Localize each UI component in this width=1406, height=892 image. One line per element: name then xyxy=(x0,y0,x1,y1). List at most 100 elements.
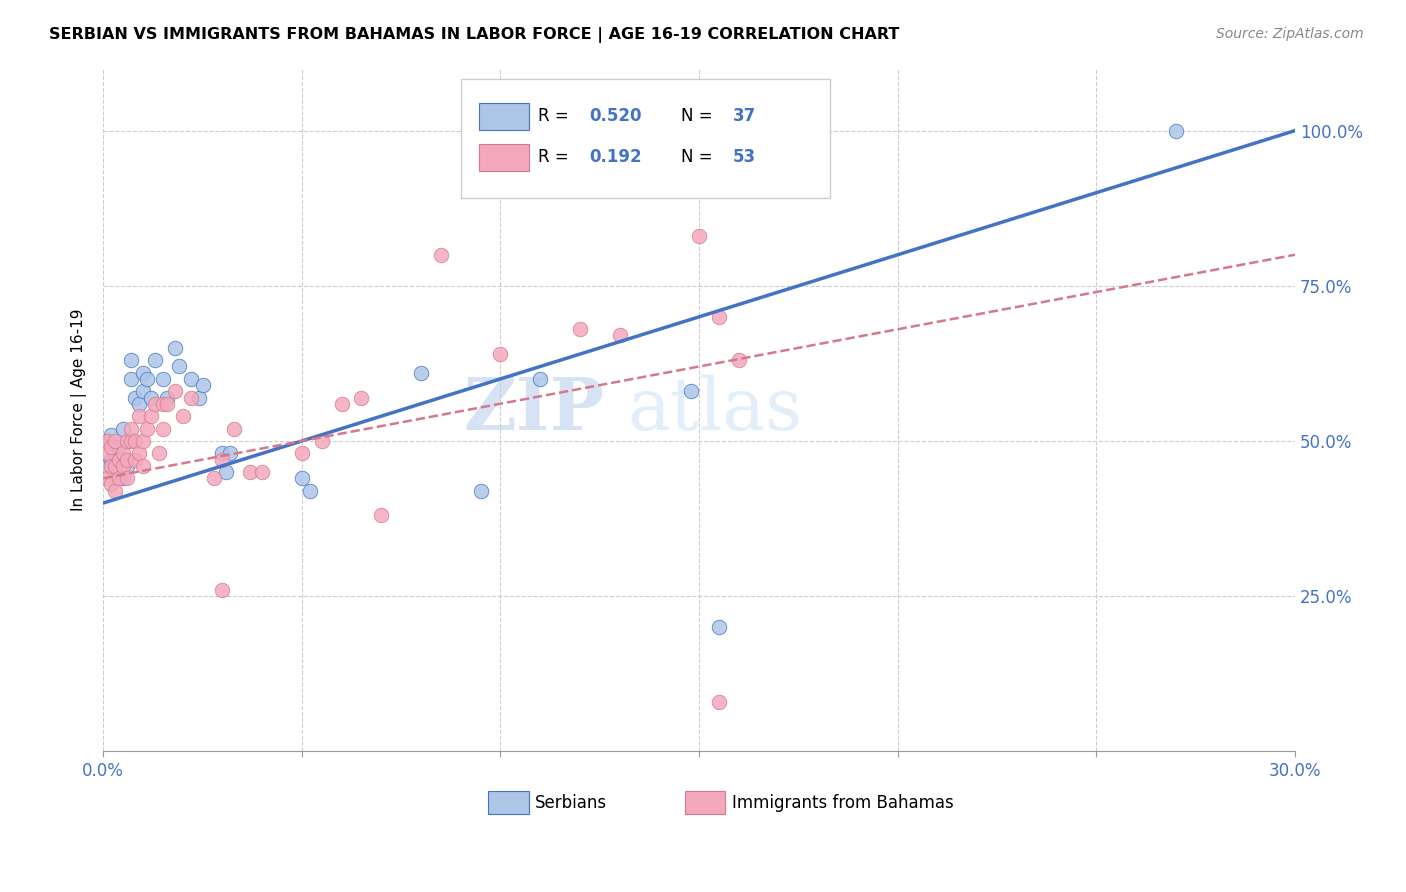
Point xyxy=(112,421,135,435)
Point xyxy=(211,452,233,467)
Point xyxy=(224,421,246,435)
Text: Serbians: Serbians xyxy=(534,794,607,812)
Point xyxy=(350,391,373,405)
Point xyxy=(96,458,118,473)
Text: R =: R = xyxy=(538,107,574,125)
Y-axis label: In Labor Force | Age 16-19: In Labor Force | Age 16-19 xyxy=(72,309,87,511)
Point xyxy=(104,434,127,448)
Point xyxy=(112,458,135,473)
Point xyxy=(291,446,314,460)
FancyBboxPatch shape xyxy=(478,103,529,130)
Point xyxy=(135,372,157,386)
Point xyxy=(152,397,174,411)
Text: N =: N = xyxy=(682,107,718,125)
Point xyxy=(120,372,142,386)
Point xyxy=(172,409,194,424)
Text: N =: N = xyxy=(682,148,718,166)
Point xyxy=(409,366,432,380)
FancyBboxPatch shape xyxy=(461,78,830,198)
Point xyxy=(180,372,202,386)
Text: atlas: atlas xyxy=(627,375,803,445)
Point xyxy=(1164,123,1187,137)
FancyBboxPatch shape xyxy=(685,791,725,814)
Point xyxy=(211,446,233,460)
Point xyxy=(104,458,127,473)
Point xyxy=(112,471,135,485)
Point xyxy=(132,434,155,448)
Point xyxy=(115,458,138,473)
Point xyxy=(143,353,166,368)
Point xyxy=(219,446,242,460)
Point xyxy=(132,384,155,399)
Point xyxy=(239,465,262,479)
Point xyxy=(108,440,131,454)
Text: 53: 53 xyxy=(733,148,755,166)
Point xyxy=(128,397,150,411)
Point xyxy=(120,353,142,368)
Point xyxy=(707,310,730,324)
Point xyxy=(120,434,142,448)
Point xyxy=(250,465,273,479)
Point xyxy=(163,384,186,399)
Point xyxy=(489,347,512,361)
Point xyxy=(100,440,122,454)
Point xyxy=(330,397,353,411)
Point xyxy=(100,452,122,467)
FancyBboxPatch shape xyxy=(478,144,529,171)
Point xyxy=(163,341,186,355)
Text: 37: 37 xyxy=(733,107,756,125)
Point xyxy=(143,397,166,411)
Point xyxy=(148,446,170,460)
Point xyxy=(124,452,146,467)
Point xyxy=(370,508,392,523)
Point xyxy=(120,421,142,435)
Point xyxy=(568,322,591,336)
Point xyxy=(156,397,179,411)
Point xyxy=(681,384,703,399)
Text: 0.192: 0.192 xyxy=(589,148,643,166)
Point xyxy=(727,353,749,368)
Point xyxy=(529,372,551,386)
Point xyxy=(139,409,162,424)
Point xyxy=(96,434,118,448)
Point xyxy=(204,471,226,485)
Point xyxy=(100,477,122,491)
Point xyxy=(115,452,138,467)
FancyBboxPatch shape xyxy=(488,791,529,814)
Point xyxy=(96,434,118,448)
Point xyxy=(139,391,162,405)
Point xyxy=(156,391,179,405)
Point xyxy=(135,421,157,435)
Point xyxy=(132,458,155,473)
Point xyxy=(291,471,314,485)
Point xyxy=(124,391,146,405)
Point xyxy=(187,391,209,405)
Point xyxy=(96,471,118,485)
Point xyxy=(132,366,155,380)
Point xyxy=(430,248,453,262)
Point xyxy=(124,434,146,448)
Point xyxy=(108,471,131,485)
Point xyxy=(108,452,131,467)
Point xyxy=(104,483,127,498)
Point xyxy=(215,465,238,479)
Text: R =: R = xyxy=(538,148,574,166)
Point xyxy=(112,446,135,460)
Text: SERBIAN VS IMMIGRANTS FROM BAHAMAS IN LABOR FORCE | AGE 16-19 CORRELATION CHART: SERBIAN VS IMMIGRANTS FROM BAHAMAS IN LA… xyxy=(49,27,900,43)
Text: Source: ZipAtlas.com: Source: ZipAtlas.com xyxy=(1216,27,1364,41)
Point xyxy=(167,359,190,374)
Point xyxy=(100,458,122,473)
Point xyxy=(152,372,174,386)
Point xyxy=(152,421,174,435)
Point xyxy=(180,391,202,405)
Text: ZIP: ZIP xyxy=(463,375,603,445)
Text: Immigrants from Bahamas: Immigrants from Bahamas xyxy=(733,794,955,812)
Text: 0.520: 0.520 xyxy=(589,107,643,125)
Point xyxy=(191,378,214,392)
Point xyxy=(298,483,321,498)
Point xyxy=(100,427,122,442)
Point xyxy=(128,446,150,460)
Point xyxy=(470,483,492,498)
Point xyxy=(128,409,150,424)
Point xyxy=(311,434,333,448)
